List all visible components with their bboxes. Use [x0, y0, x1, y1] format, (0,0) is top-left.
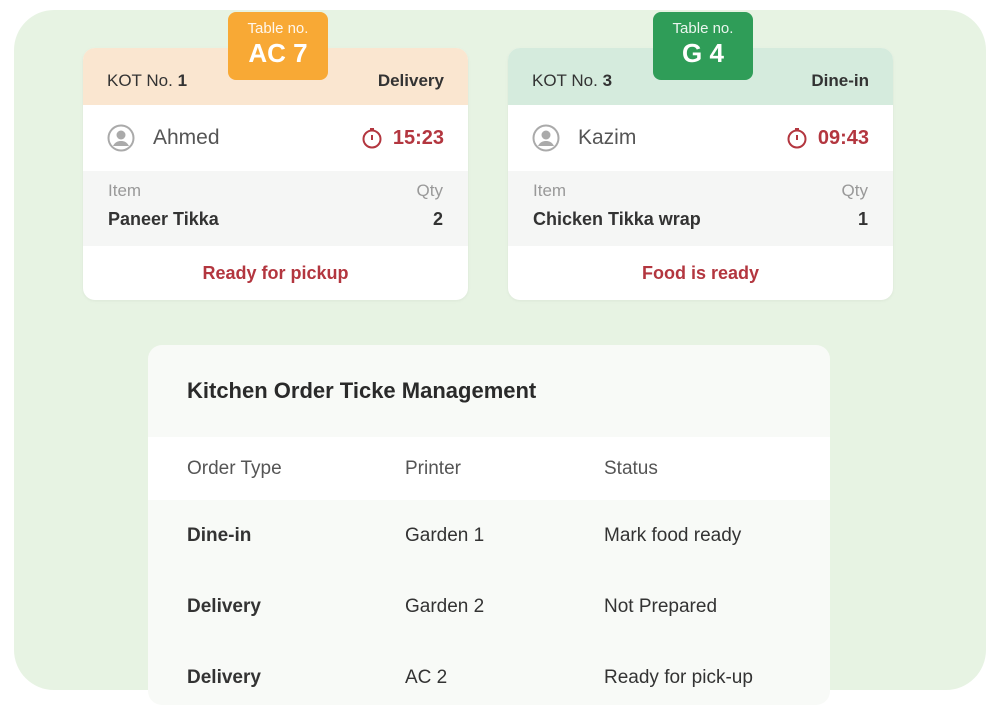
- customer-name: Kazim: [578, 126, 637, 149]
- item-qty: 1: [857, 209, 868, 229]
- order-type: Dine-in: [811, 70, 869, 90]
- table-row[interactable]: Delivery AC 2 Ready for pick-up: [148, 642, 830, 705]
- order-type: Delivery: [377, 70, 444, 90]
- elapsed-time: 15:23: [392, 126, 444, 149]
- timer-icon: [362, 128, 382, 149]
- printer-cell: Garden 2: [405, 595, 485, 617]
- status-cell: Ready for pick-up: [604, 666, 753, 688]
- table-label: Table no.: [672, 20, 734, 37]
- table-label: Table no.: [247, 20, 309, 37]
- column-header-order-type: Order Type: [187, 457, 282, 479]
- table-row[interactable]: Delivery Garden 2 Not Prepared: [148, 571, 830, 642]
- column-header-printer: Printer: [405, 457, 461, 479]
- printer-cell: AC 2: [405, 666, 448, 688]
- printer-cell: Garden 1: [405, 524, 485, 546]
- kot-card-3[interactable]: KOT No. 3 Dine-in Kazim 09:43 Item Qty Ch…: [508, 48, 893, 300]
- item-qty: 2: [432, 209, 443, 229]
- status-button[interactable]: Ready for pickup: [202, 262, 349, 283]
- order-type-cell: Delivery: [187, 666, 261, 688]
- kot-number: KOT No. 1: [107, 70, 188, 90]
- order-type-cell: Delivery: [187, 595, 261, 617]
- status-button[interactable]: Food is ready: [641, 262, 760, 283]
- item-header: Item: [108, 181, 142, 200]
- kot-card-1[interactable]: KOT No. 1 Delivery Ahmed 15:23 Item Qty P…: [83, 48, 468, 300]
- item-name: Paneer Tikka: [108, 209, 219, 229]
- order-type-cell: Dine-in: [187, 524, 252, 546]
- table-badge: Table no. G 4: [653, 12, 753, 80]
- column-header-status: Status: [604, 457, 658, 479]
- qty-header: Qty: [416, 181, 443, 200]
- table-title: Kitchen Order Ticke Management: [187, 378, 537, 403]
- item-header: Item: [533, 181, 567, 200]
- kot-number: KOT No. 3: [532, 70, 613, 90]
- item-name: Chicken Tikka wrap: [533, 209, 701, 229]
- customer-name: Ahmed: [153, 126, 220, 149]
- qty-header: Qty: [841, 181, 868, 200]
- table-number: G 4: [682, 38, 724, 68]
- timer-icon: [787, 128, 807, 149]
- kot-management-table: Kitchen Order Ticke Management Order Typ…: [148, 345, 830, 705]
- elapsed-time: 09:43: [817, 126, 869, 149]
- table-row[interactable]: Dine-in Garden 1 Mark food ready: [148, 500, 830, 571]
- table-number: AC 7: [248, 38, 308, 68]
- table-badge: Table no. AC 7: [228, 12, 328, 80]
- status-cell: Not Prepared: [604, 595, 718, 617]
- status-cell: Mark food ready: [604, 524, 742, 546]
- user-icon: [107, 124, 135, 152]
- table-header-row: Order Type Printer Status: [148, 437, 830, 500]
- user-icon: [532, 124, 560, 152]
